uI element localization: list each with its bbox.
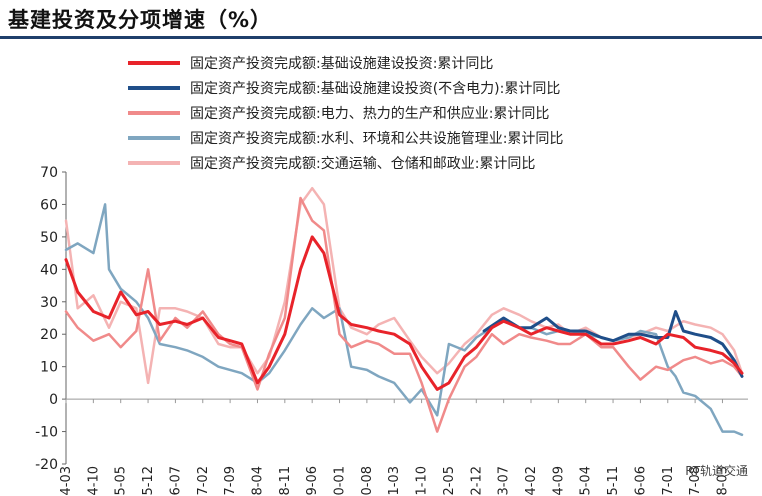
y-tick-label: 0	[49, 392, 58, 408]
chart-legend: 固定资产投资完成额:基础设施建设投资:累计同比固定资产投资完成额:基础设施建设投…	[128, 50, 738, 175]
legend-swatch	[128, 110, 180, 115]
axes	[62, 171, 748, 465]
x-tick-label: 2015-11	[606, 466, 621, 496]
y-tick-label: 40	[40, 262, 58, 278]
legend-item: 固定资产投资完成额:水利、环境和公共设施管理业:累计同比	[128, 125, 738, 150]
x-tick-label: 2005-05	[114, 466, 129, 496]
x-tick-label: 2011-10	[415, 466, 430, 496]
series-lines	[64, 186, 744, 437]
series-line-1	[64, 235, 744, 391]
legend-label: 固定资产投资完成额:交通运输、仓储和邮政业:累计同比	[190, 155, 536, 172]
x-tick-label: 2018-03	[715, 466, 730, 496]
x-tick-label: 2009-06	[305, 466, 320, 496]
x-tick-label: 2004-10	[86, 466, 101, 496]
y-tick-label: 50	[40, 230, 58, 246]
watermark-source: RT轨道交通	[685, 464, 748, 478]
chart-title: 基建投资及分项增速（%）	[8, 8, 273, 32]
y-tick-label: 20	[40, 327, 58, 343]
y-tick-label: 60	[40, 197, 58, 213]
y-tick-label: 30	[40, 295, 58, 311]
x-tick-label: 2015-04	[579, 466, 594, 496]
x-tick-label: 2010-08	[360, 466, 375, 496]
legend-swatch	[128, 85, 180, 90]
y-tick-label: -10	[35, 425, 58, 441]
y-tick-label: 70	[40, 165, 58, 181]
x-tick-label: 2008-11	[278, 466, 293, 496]
x-tick-label: 2017-08	[688, 466, 703, 496]
legend-swatch	[128, 60, 180, 65]
legend-label: 固定资产投资完成额:基础设施建设投资(不含电力):累计同比	[190, 80, 561, 97]
x-tick-label: 2011-03	[387, 466, 402, 496]
title-divider	[0, 36, 762, 39]
x-tick-label: 2006-07	[168, 466, 183, 496]
series-line-4	[64, 203, 744, 437]
x-tick-label: 2012-05	[442, 466, 457, 496]
legend-label: 固定资产投资完成额:基础设施建设投资:累计同比	[190, 55, 494, 72]
y-tick-label: 10	[40, 360, 58, 376]
x-tick-label: 2016-06	[633, 466, 648, 496]
x-tick-label: 2005-12	[141, 466, 156, 496]
series-line-2	[482, 310, 744, 378]
x-tick-label: 2007-02	[196, 466, 211, 496]
legend-item: 固定资产投资完成额:基础设施建设投资(不含电力):累计同比	[128, 75, 738, 100]
legend-label: 固定资产投资完成额:电力、热力的生产和供应业:累计同比	[190, 105, 550, 122]
legend-swatch	[128, 135, 180, 140]
x-tick-label: 2008-04	[250, 466, 265, 496]
x-tick-label: 2013-07	[497, 466, 512, 496]
legend-item: 固定资产投资完成额:基础设施建设投资:累计同比	[128, 50, 738, 75]
legend-item: 固定资产投资完成额:交通运输、仓储和邮政业:累计同比	[128, 150, 738, 175]
y-tick-label: -20	[35, 457, 58, 473]
x-tick-label: 2004-03	[59, 466, 74, 496]
x-tick-label: 2014-09	[551, 466, 566, 496]
legend-label: 固定资产投资完成额:水利、环境和公共设施管理业:累计同比	[190, 130, 564, 147]
legend-swatch	[128, 160, 180, 165]
x-tick-label: 2017-01	[661, 466, 676, 496]
x-tick-label: 2012-12	[469, 466, 484, 496]
x-tick-label: 2014-02	[524, 466, 539, 496]
x-tick-label: 2007-09	[223, 466, 238, 496]
legend-item: 固定资产投资完成额:电力、热力的生产和供应业:累计同比	[128, 100, 738, 125]
x-tick-label: 2010-01	[333, 466, 348, 496]
